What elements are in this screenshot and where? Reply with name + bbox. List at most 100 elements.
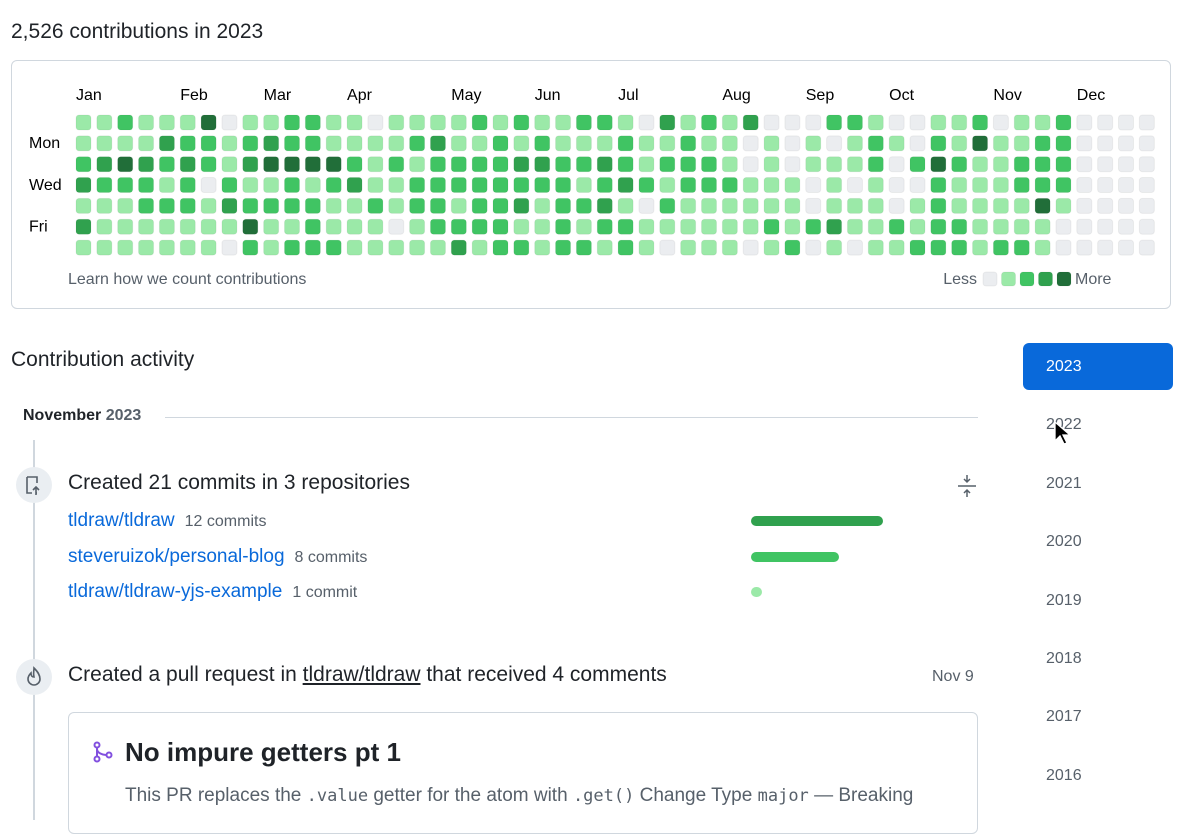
day-cell[interactable] [200,135,217,152]
day-cell[interactable] [784,177,801,194]
day-cell[interactable] [450,135,467,152]
day-cell[interactable] [638,197,655,214]
day-cell[interactable] [158,114,175,131]
day-cell[interactable] [721,114,738,131]
day-cell[interactable] [1138,218,1155,235]
day-cell[interactable] [1076,197,1093,214]
day-cell[interactable] [75,197,92,214]
day-cell[interactable] [409,239,426,256]
day-cell[interactable] [784,135,801,152]
day-cell[interactable] [555,135,572,152]
day-cell[interactable] [96,135,113,152]
day-cell[interactable] [659,177,676,194]
year-tab[interactable]: 2023 [1023,343,1173,390]
day-cell[interactable] [346,218,363,235]
day-cell[interactable] [138,239,155,256]
day-cell[interactable] [492,177,509,194]
day-cell[interactable] [1055,197,1072,214]
day-cell[interactable] [242,177,259,194]
day-cell[interactable] [784,218,801,235]
year-tab[interactable]: 2016 [1046,766,1082,784]
day-cell[interactable] [575,156,592,173]
day-cell[interactable] [575,218,592,235]
day-cell[interactable] [242,156,259,173]
day-cell[interactable] [805,135,822,152]
day-cell[interactable] [1076,177,1093,194]
day-cell[interactable] [721,177,738,194]
pr-repo-link[interactable]: tldraw/tldraw [302,663,421,686]
day-cell[interactable] [638,239,655,256]
day-cell[interactable] [638,156,655,173]
day-cell[interactable] [325,135,342,152]
day-cell[interactable] [429,218,446,235]
day-cell[interactable] [826,156,843,173]
day-cell[interactable] [951,156,968,173]
day-cell[interactable] [221,177,238,194]
day-cell[interactable] [117,135,134,152]
day-cell[interactable] [555,114,572,131]
day-cell[interactable] [534,135,551,152]
day-cell[interactable] [992,114,1009,131]
day-cell[interactable] [284,114,300,131]
day-cell[interactable] [763,156,780,173]
day-cell[interactable] [930,239,947,256]
day-cell[interactable] [805,197,822,214]
day-cell[interactable] [492,197,509,214]
day-cell[interactable] [96,156,113,173]
day-cell[interactable] [805,218,822,235]
day-cell[interactable] [325,156,342,173]
day-cell[interactable] [1055,239,1072,256]
repo-link[interactable]: tldraw/tldraw-yjs-example [68,581,283,602]
day-cell[interactable] [846,239,863,256]
day-cell[interactable] [805,114,822,131]
day-cell[interactable] [742,114,759,131]
day-cell[interactable] [1097,177,1114,194]
day-cell[interactable] [221,218,238,235]
day-cell[interactable] [304,177,321,194]
day-cell[interactable] [951,177,968,194]
day-cell[interactable] [242,197,259,214]
day-cell[interactable] [1138,156,1155,173]
day-cell[interactable] [742,197,759,214]
day-cell[interactable] [513,114,530,131]
year-tab[interactable]: 2019 [1046,591,1082,609]
day-cell[interactable] [284,218,300,235]
day-cell[interactable] [409,156,426,173]
day-cell[interactable] [158,177,175,194]
day-cell[interactable] [867,156,884,173]
day-cell[interactable] [1097,135,1114,152]
day-cell[interactable] [596,156,613,173]
day-cell[interactable] [117,114,134,131]
day-cell[interactable] [763,218,780,235]
day-cell[interactable] [513,156,530,173]
day-cell[interactable] [1118,218,1134,235]
day-cell[interactable] [680,177,697,194]
day-cell[interactable] [617,114,634,131]
day-cell[interactable] [534,239,551,256]
day-cell[interactable] [701,177,717,194]
day-cell[interactable] [429,135,446,152]
day-cell[interactable] [701,135,717,152]
day-cell[interactable] [471,197,488,214]
day-cell[interactable] [346,114,363,131]
day-cell[interactable] [284,239,300,256]
day-cell[interactable] [492,239,509,256]
day-cell[interactable] [534,177,551,194]
day-cell[interactable] [596,197,613,214]
day-cell[interactable] [951,197,968,214]
day-cell[interactable] [972,114,989,131]
day-cell[interactable] [701,156,717,173]
day-cell[interactable] [429,177,446,194]
day-cell[interactable] [617,197,634,214]
day-cell[interactable] [471,156,488,173]
day-cell[interactable] [75,239,92,256]
day-cell[interactable] [450,239,467,256]
day-cell[interactable] [1076,135,1093,152]
day-cell[interactable] [304,114,321,131]
day-cell[interactable] [721,156,738,173]
day-cell[interactable] [1013,114,1030,131]
day-cell[interactable] [367,239,384,256]
day-cell[interactable] [680,135,697,152]
day-cell[interactable] [1097,197,1114,214]
day-cell[interactable] [1138,135,1155,152]
